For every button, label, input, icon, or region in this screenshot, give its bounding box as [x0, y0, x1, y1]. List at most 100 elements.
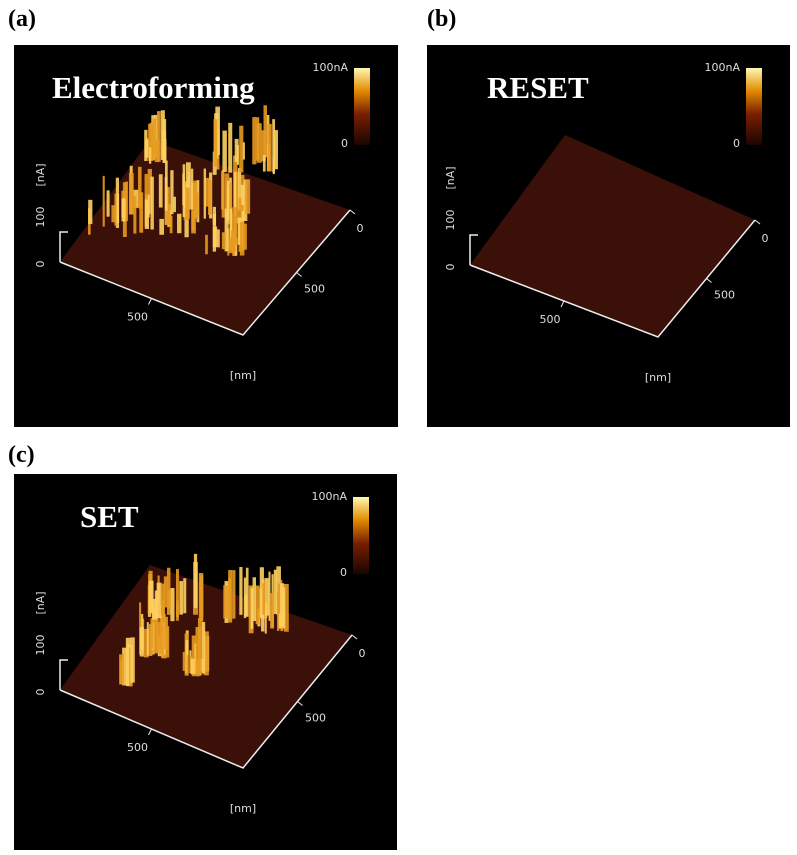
- current-spike: [213, 119, 217, 166]
- current-spike: [103, 176, 105, 227]
- current-spike: [191, 169, 193, 210]
- colorbar-max: 100nA: [313, 61, 349, 74]
- z-tick-label: 100: [444, 210, 457, 231]
- current-spike: [262, 583, 265, 615]
- current-spike: [150, 618, 153, 649]
- tick: [149, 299, 152, 305]
- current-spike: [179, 581, 183, 615]
- current-spike: [168, 204, 170, 220]
- tick: [149, 729, 152, 735]
- z-unit: [nA]: [34, 163, 47, 186]
- current-spike: [159, 219, 164, 235]
- panel-label: (c): [8, 442, 35, 469]
- current-spike: [243, 142, 245, 159]
- current-spike: [119, 654, 124, 684]
- current-spike: [147, 622, 149, 656]
- current-spike: [274, 570, 277, 614]
- tick: [352, 635, 357, 639]
- colorbar-min: 0: [733, 137, 740, 150]
- current-spike: [253, 577, 256, 621]
- current-spike: [170, 588, 174, 621]
- colorbar-min: 0: [341, 137, 348, 150]
- current-spike: [194, 554, 197, 608]
- tick: [297, 273, 302, 277]
- current-spike: [217, 229, 220, 247]
- current-spike: [114, 193, 116, 225]
- current-spike: [183, 578, 186, 613]
- y-tick-label: 500: [305, 712, 326, 725]
- current-spike: [270, 593, 274, 628]
- current-spike: [191, 659, 195, 675]
- current-spike: [149, 581, 154, 614]
- z-unit: [nA]: [444, 166, 457, 189]
- current-spike: [199, 573, 203, 618]
- current-spike: [163, 119, 167, 163]
- colorbar: [746, 68, 762, 145]
- current-spike: [150, 177, 153, 230]
- panel-title: Electroforming: [52, 70, 255, 105]
- tick: [350, 210, 355, 214]
- current-spike: [129, 173, 134, 215]
- current-spike: [162, 599, 165, 622]
- current-spike: [222, 131, 226, 172]
- current-spike: [213, 227, 217, 248]
- z-tick-label: 100: [34, 635, 47, 656]
- current-spike: [183, 652, 185, 671]
- current-spike: [182, 174, 184, 206]
- current-spike: [279, 614, 283, 629]
- current-spike: [222, 170, 225, 218]
- current-spike: [256, 117, 259, 160]
- axis-unit: [nm]: [230, 802, 256, 815]
- figure: (a) (b) (c) 500 0 500 [nm] [nA] 100 0 100nA 0 Ele…: [0, 0, 797, 850]
- colorbar: [354, 68, 370, 145]
- x-tick-label: 500: [540, 313, 561, 326]
- y-tick-label: 500: [714, 289, 735, 302]
- tick: [561, 301, 564, 307]
- axis-unit: [nm]: [645, 371, 671, 384]
- current-spike: [195, 627, 199, 676]
- current-spike: [256, 586, 260, 625]
- current-spike: [228, 123, 232, 173]
- current-spike: [205, 235, 208, 254]
- y-tick-label: 0: [762, 232, 769, 245]
- current-spike: [176, 601, 179, 621]
- y-tick-label: 500: [304, 283, 325, 296]
- current-spike: [121, 198, 125, 221]
- panel-title: RESET: [487, 70, 589, 105]
- current-spike: [177, 214, 181, 233]
- y-tick-label: 0: [359, 647, 366, 660]
- axis-unit: [nm]: [230, 369, 256, 382]
- panel-label: (a): [8, 6, 36, 33]
- current-spike: [252, 117, 256, 164]
- current-spike: [264, 578, 269, 616]
- z-tick-label: 0: [34, 689, 47, 696]
- tick: [707, 279, 712, 283]
- current-spike: [222, 232, 226, 249]
- colorbar-max: 100nA: [705, 61, 741, 74]
- current-spike: [170, 170, 173, 214]
- current-spike: [164, 617, 168, 650]
- current-spike: [243, 224, 247, 250]
- current-spike: [144, 130, 147, 161]
- current-spike: [204, 169, 206, 219]
- tick: [298, 702, 303, 706]
- current-spike: [245, 179, 250, 213]
- y-tick-label: 0: [357, 222, 364, 235]
- panel-title: SET: [80, 499, 139, 534]
- surface-plane: [470, 135, 755, 337]
- current-spike: [130, 637, 134, 682]
- current-spike: [228, 578, 231, 619]
- current-spike: [167, 590, 170, 609]
- current-spike: [223, 585, 228, 618]
- x-tick-label: 500: [127, 741, 148, 754]
- panel-label: (b): [427, 6, 456, 33]
- current-spike: [231, 230, 236, 251]
- current-spike: [155, 140, 159, 162]
- current-spike: [165, 161, 168, 211]
- current-spike: [133, 196, 136, 233]
